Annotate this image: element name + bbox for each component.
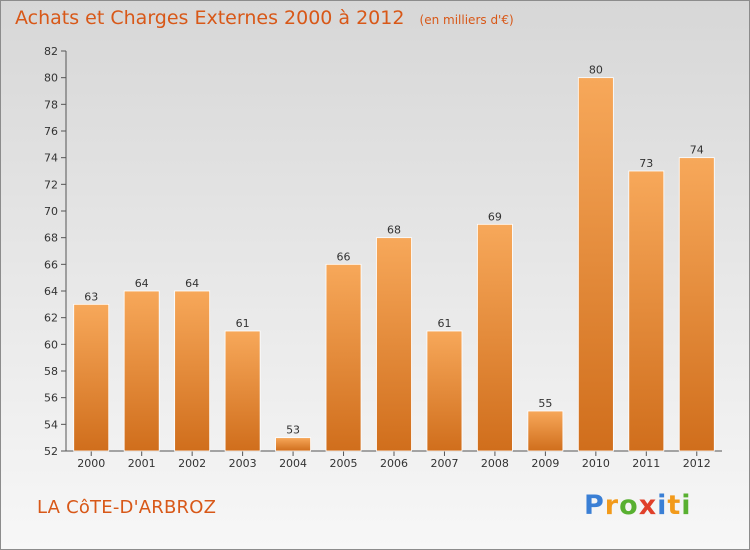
bar-2003 [224, 330, 261, 452]
logo-letter: P [584, 490, 605, 521]
x-tick-label-2006: 2006 [380, 457, 408, 470]
logo-letter: x [638, 490, 658, 521]
y-tick-label: 66 [44, 258, 58, 271]
bar-2001 [123, 290, 160, 452]
x-tick-label-2001: 2001 [128, 457, 156, 470]
x-tick-label-2004: 2004 [279, 457, 307, 470]
data-label-2012: 74 [690, 144, 704, 157]
bar-2005 [325, 263, 362, 452]
bar-2007 [426, 330, 463, 452]
bar-2008 [477, 223, 513, 452]
bar-2000 [73, 303, 110, 452]
y-tick-label: 70 [44, 205, 58, 218]
data-label-2002: 64 [185, 277, 199, 290]
x-tick-label-2003: 2003 [229, 457, 257, 470]
title-row: Achats et Charges Externes 2000 à 2012 (… [15, 7, 514, 29]
x-tick-label-2007: 2007 [430, 457, 458, 470]
data-label-2007: 61 [437, 317, 451, 330]
y-tick-label: 68 [44, 232, 58, 245]
bar-2010 [577, 77, 614, 452]
logo-letter: r [604, 490, 620, 521]
chart-title: Achats et Charges Externes 2000 à 2012 [15, 7, 405, 29]
logo-letter: i [681, 490, 692, 521]
y-tick-label: 64 [44, 285, 58, 298]
bar-2009 [527, 410, 564, 452]
y-tick-label: 54 [44, 418, 58, 431]
y-tick-label: 76 [44, 125, 58, 138]
commune-name: LA CôTE-D'ARBROZ [37, 497, 217, 518]
y-tick-label: 62 [44, 312, 58, 325]
y-tick-label: 58 [44, 365, 58, 378]
logo-letter: i [657, 490, 668, 521]
data-label-2010: 80 [589, 64, 603, 77]
y-tick-label: 80 [44, 72, 58, 85]
data-label-2011: 73 [639, 157, 653, 170]
x-tick-label-2010: 2010 [582, 457, 610, 470]
x-tick-label-2009: 2009 [531, 457, 559, 470]
x-tick-label-2002: 2002 [178, 457, 206, 470]
bar-2004 [275, 437, 311, 452]
y-tick-label: 56 [44, 392, 58, 405]
bar-2011 [628, 170, 665, 452]
bar-2006 [376, 237, 412, 452]
bars [73, 77, 715, 452]
data-label-2008: 69 [488, 210, 502, 223]
y-tick-label: 74 [44, 152, 58, 165]
logo-letter: o [619, 490, 639, 521]
data-label-2000: 63 [84, 290, 98, 303]
y-tick-label: 72 [44, 178, 58, 191]
data-label-2001: 64 [135, 277, 149, 290]
proxiti-logo[interactable]: Proxiti [584, 490, 692, 521]
data-label-2004: 53 [286, 424, 300, 437]
data-label-2006: 68 [387, 224, 401, 237]
data-label-2009: 55 [538, 397, 552, 410]
y-tick-label: 60 [44, 338, 58, 351]
data-label-2005: 66 [337, 250, 351, 263]
bar-2012 [678, 157, 715, 452]
data-label-2003: 61 [236, 317, 250, 330]
x-tick-label-2012: 2012 [683, 457, 711, 470]
x-tick-label-2008: 2008 [481, 457, 509, 470]
y-tick-label: 52 [44, 445, 58, 458]
x-tick-label-2011: 2011 [632, 457, 660, 470]
bar-2002 [174, 290, 211, 452]
x-tick-label-2000: 2000 [77, 457, 105, 470]
y-tick-label: 82 [44, 45, 58, 58]
y-tick-label: 78 [44, 98, 58, 111]
chart-unit-label: (en milliers d'€) [419, 13, 514, 27]
labels: 2000 63 2001 64 2002 64 2003 61 2004 53 2005 66 2006… [77, 64, 711, 470]
x-tick-label-2005: 2005 [330, 457, 358, 470]
logo-letter: t [667, 490, 682, 521]
